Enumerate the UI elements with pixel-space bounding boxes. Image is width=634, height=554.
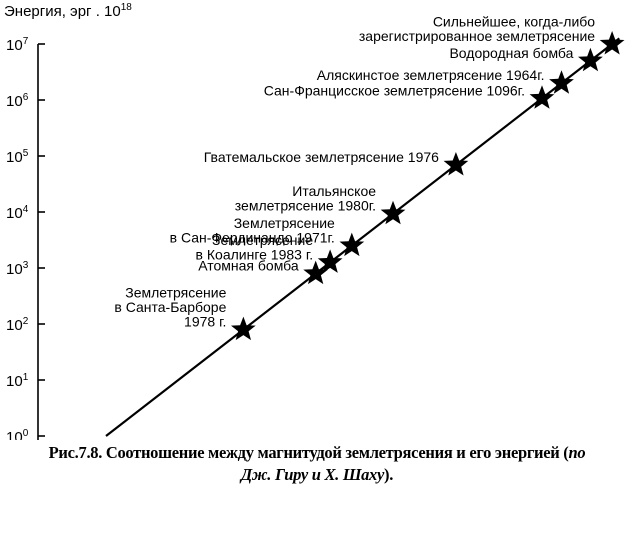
- data-point-star-8: [578, 47, 603, 72]
- y-tick-label-2: 102: [6, 316, 29, 334]
- y-tick-label-4: 104: [6, 204, 29, 222]
- point-label-3-line-0: Землетрясение: [234, 215, 335, 231]
- points-group: [231, 31, 625, 341]
- figure-caption: Рис.7.8. Соотношение между магнитудой зе…: [0, 442, 634, 486]
- point-label-7-line-0: Аляскинстое землетрясение 1964г.: [317, 67, 545, 83]
- point-label-2-line-1: в Коалинге 1983 г.: [196, 246, 314, 262]
- caption-end: ).: [384, 465, 394, 484]
- point-label-0-line-1: в Санта-Барборе: [114, 299, 226, 315]
- trend-line: [105, 37, 621, 437]
- point-label-9-line-0: Сильнейшее, когда-либо: [433, 14, 595, 30]
- data-point-star-5: [443, 152, 469, 176]
- y-axis-title: Энергия, эрг . 1018: [4, 2, 132, 20]
- data-point-star-3: [339, 232, 365, 257]
- caption-authors-2: Дж. Гиру и Х. Шаху: [240, 465, 385, 484]
- data-point-star-1: [303, 260, 328, 285]
- point-label-0-line-0: Землетрясение: [125, 285, 226, 301]
- point-label-2-line-0: Землетрясение: [212, 232, 313, 248]
- trend-line-group: [105, 37, 621, 437]
- y-tick-label-5: 105: [6, 148, 29, 166]
- point-label-4-line-0: Итальянское: [292, 183, 376, 199]
- y-axis-title-text: Энергия, эрг . 10: [4, 3, 121, 20]
- data-point-star-2: [317, 249, 343, 273]
- data-point-star-4: [380, 200, 406, 225]
- y-axis-title-exponent: 18: [120, 2, 132, 13]
- y-tick-label-1: 101: [6, 372, 29, 390]
- point-label-4-line-1: землетрясение 1980г.: [235, 198, 376, 214]
- y-tick-label-7: 107: [6, 36, 29, 54]
- point-label-3-line-1: в Сан-Фердинандо 1971г.: [170, 230, 335, 246]
- point-label-8-line-0: Водородная бомба: [449, 45, 573, 61]
- axes-group: 100 101 102 103 104 105 106 107: [6, 36, 45, 440]
- y-tick-label-0: 100: [6, 428, 29, 440]
- data-point-star-9: [599, 31, 625, 55]
- y-tick-label-6: 106: [6, 92, 29, 110]
- point-label-5-line-0: Гватемальское землетрясение 1976: [204, 149, 439, 165]
- point-label-9-line-1: зарегистрированное землетрясение: [359, 28, 595, 44]
- point-label-6-line-0: Сан-Францисское землетрясение 1096г.: [264, 82, 525, 98]
- data-point-star-7: [549, 70, 574, 94]
- caption-main: Рис.7.8. Соотношение между магнитудой зе…: [48, 443, 569, 462]
- point-label-0-line-2: 1978 г.: [184, 314, 226, 330]
- data-point-star-6: [529, 85, 555, 109]
- data-point-star-0: [231, 316, 256, 341]
- y-tick-label-3: 103: [6, 260, 29, 278]
- point-label-1-line-0: Атомная бомба: [198, 258, 299, 274]
- caption-authors-1: по: [568, 443, 586, 462]
